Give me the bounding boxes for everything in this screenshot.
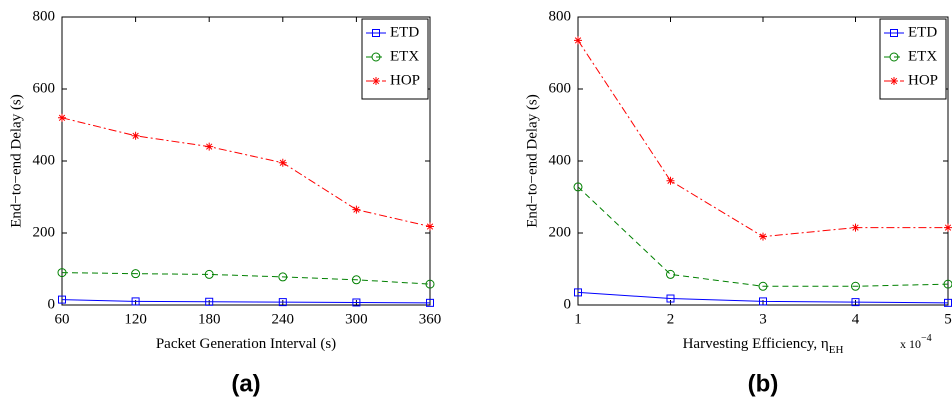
series-line: [61, 299, 431, 304]
y-tick-label: 200: [33, 224, 56, 240]
x-multiplier-exponent: −4: [921, 333, 932, 344]
legend-label: ETX: [390, 48, 419, 64]
marker: [943, 279, 952, 289]
marker: [666, 294, 675, 303]
marker: [131, 269, 141, 279]
series-line: [577, 186, 949, 287]
legend-marker: [372, 77, 380, 85]
y-tick-label: 800: [33, 8, 56, 24]
x-tick-label: 4: [852, 311, 860, 327]
y-tick-label: 600: [549, 80, 572, 96]
x-tick-label: 1: [574, 311, 582, 327]
x-tick-label: 120: [124, 311, 147, 327]
legend-label: HOP: [908, 72, 938, 88]
legend-label: ETD: [390, 24, 419, 40]
y-axis-label: End−to−end Delay (s): [8, 94, 24, 228]
x-tick-label: 180: [198, 311, 221, 327]
y-tick-label: 400: [33, 152, 56, 168]
marker: [57, 268, 67, 278]
x-tick-label: 2: [667, 311, 675, 327]
x-axis-label-text: Harvesting Efficiency, η: [683, 336, 829, 352]
x-tick-label: 240: [272, 311, 295, 327]
marker: [666, 269, 675, 279]
legend-label: ETD: [908, 24, 937, 40]
y-tick-label: 0: [48, 296, 56, 312]
marker: [759, 297, 767, 306]
marker: [278, 272, 288, 282]
legend-marker: [371, 52, 381, 62]
marker: [351, 275, 361, 285]
x-axis-label-text: Packet Generation Interval (s): [156, 336, 336, 352]
marker: [426, 298, 434, 307]
marker: [851, 298, 860, 307]
legend-label: ETX: [908, 48, 937, 64]
marker: [851, 223, 860, 232]
x-tick-label: 3: [759, 311, 767, 327]
x-tick-label: 360: [419, 311, 442, 327]
panel-label: (b): [748, 370, 779, 397]
panel-label: (a): [231, 370, 260, 397]
marker: [574, 36, 582, 45]
x-axis-label: Harvesting Efficiency, ηEH: [683, 336, 844, 355]
marker: [759, 232, 767, 241]
legend-marker: [890, 77, 898, 85]
series-line: [577, 291, 949, 304]
marker: [426, 222, 434, 231]
y-tick-label: 800: [549, 8, 572, 24]
marker: [851, 281, 860, 291]
marker: [278, 158, 287, 167]
legend-marker: [889, 52, 899, 62]
marker: [666, 176, 675, 185]
x-axis-label: Packet Generation Interval (s): [156, 336, 336, 352]
marker: [425, 279, 435, 289]
marker: [278, 298, 287, 307]
marker: [573, 182, 583, 192]
legend-marker: [372, 29, 380, 37]
legend-marker: [890, 29, 898, 37]
x-tick-label: 60: [55, 311, 70, 327]
x-multiplier-base: x 10: [900, 337, 921, 351]
x-axis-label-subscript: EH: [829, 344, 844, 356]
marker: [205, 142, 214, 151]
y-axis-label: End−to−end Delay (s): [524, 94, 540, 228]
legend-label: HOP: [390, 72, 420, 88]
marker: [58, 295, 66, 304]
x-tick-label: 300: [345, 311, 368, 327]
series-line: [61, 272, 431, 285]
x-multiplier: x 10−4: [900, 333, 932, 350]
x-tick-label: 5: [944, 311, 952, 327]
y-tick-label: 600: [33, 80, 56, 96]
marker: [944, 223, 952, 232]
marker: [205, 297, 214, 306]
y-tick-label: 0: [564, 296, 572, 312]
marker: [131, 297, 140, 306]
marker: [204, 269, 214, 279]
marker: [58, 113, 66, 122]
marker: [758, 281, 768, 291]
y-tick-label: 200: [549, 224, 572, 240]
marker: [352, 205, 361, 214]
marker: [352, 298, 361, 307]
series-line: [61, 117, 431, 228]
marker: [131, 131, 140, 140]
marker: [574, 288, 582, 297]
y-tick-label: 400: [549, 152, 572, 168]
